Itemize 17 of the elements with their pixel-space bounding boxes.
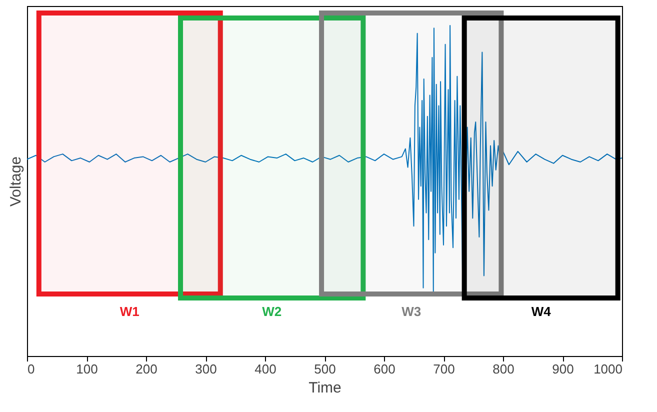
x-tick-label: 0 bbox=[28, 362, 35, 376]
band-label: W4 bbox=[531, 304, 552, 319]
y-axis-title: Voltage bbox=[8, 156, 24, 207]
band-label: W2 bbox=[262, 304, 282, 319]
x-tick-label: 600 bbox=[374, 362, 396, 376]
x-tick-label: 400 bbox=[254, 362, 276, 376]
band-label: W3 bbox=[402, 304, 422, 319]
x-tick-label: 200 bbox=[136, 362, 158, 376]
x-tick-label: 700 bbox=[433, 362, 455, 376]
x-tick-label: 100 bbox=[76, 362, 98, 376]
x-tick-label: 500 bbox=[314, 362, 336, 376]
x-tick-label: 800 bbox=[492, 362, 514, 376]
x-tick-label: 900 bbox=[552, 362, 574, 376]
x-axis-title: Time bbox=[308, 380, 342, 396]
x-tick-label: 300 bbox=[195, 362, 217, 376]
band-label: W1 bbox=[120, 304, 140, 319]
x-tick-label: 1000 bbox=[594, 362, 622, 376]
